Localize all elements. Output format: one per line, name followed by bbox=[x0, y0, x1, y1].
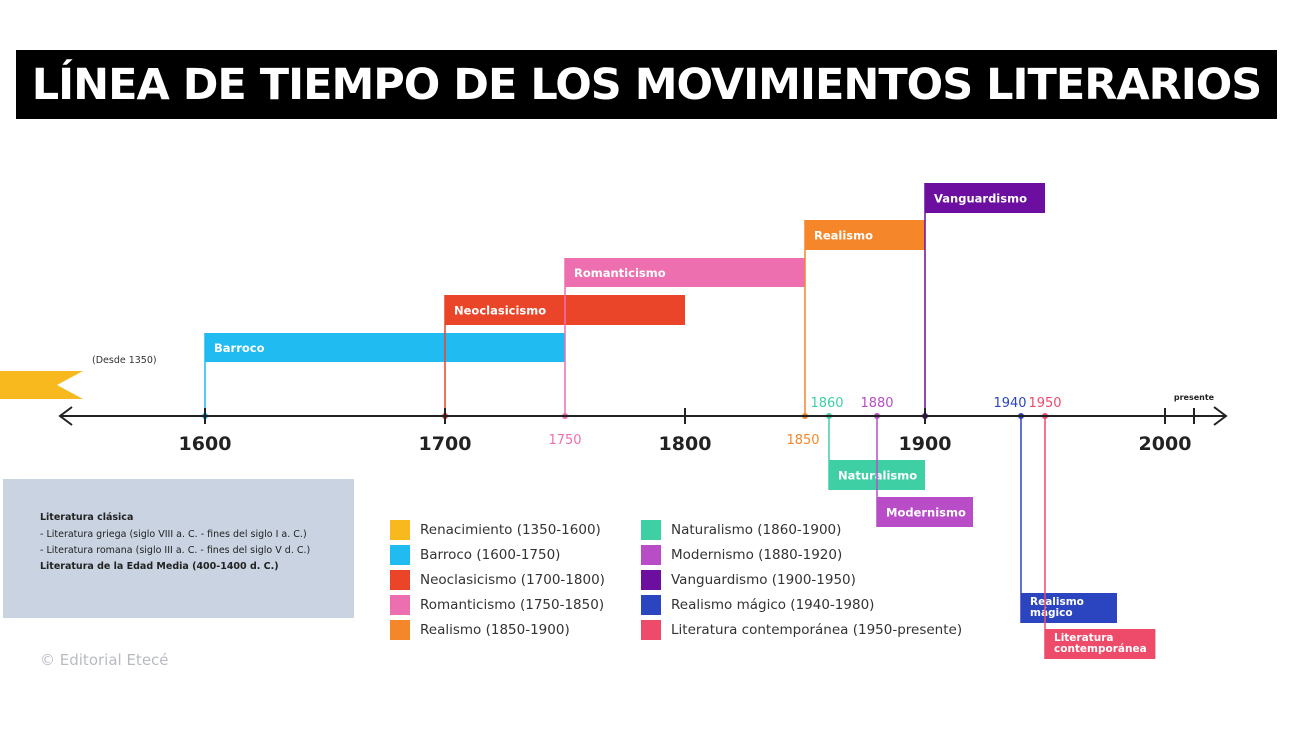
tick-label-1880: 1880 bbox=[860, 396, 893, 411]
bar-label-modernismo: Modernismo bbox=[886, 506, 966, 520]
bar-label-literatura-contemporanea: Literatura bbox=[1054, 632, 1113, 644]
bar-label-barroco: Barroco bbox=[214, 341, 265, 355]
legend-item: Renacimiento (1350-1600) bbox=[390, 520, 601, 540]
legend-swatch bbox=[641, 595, 661, 615]
legend-swatch bbox=[390, 620, 410, 640]
legend-swatch bbox=[390, 520, 410, 540]
bar-label-vanguardismo: Vanguardismo bbox=[934, 192, 1027, 206]
axis-right-arrow bbox=[1213, 406, 1228, 426]
bar-label-literatura-contemporanea: contemporánea bbox=[1054, 643, 1147, 655]
page-title: LÍNEA DE TIEMPO DE LOS MOVIMIENTOS LITER… bbox=[31, 59, 1263, 110]
legend-swatch bbox=[641, 570, 661, 590]
legend-item: Modernismo (1880-1920) bbox=[641, 545, 842, 565]
bar-modernismo bbox=[877, 497, 973, 527]
legend-label: Modernismo (1880-1920) bbox=[671, 547, 843, 563]
legend-swatch bbox=[390, 545, 410, 565]
tick-label-1850: 1850 bbox=[786, 433, 819, 448]
bar-realismo bbox=[805, 220, 925, 250]
credit-text: © Editorial Etecé bbox=[40, 651, 169, 669]
legend-label: Romanticismo (1750-1850) bbox=[420, 597, 605, 613]
legend-swatch bbox=[390, 595, 410, 615]
note-line-greek: - Literatura griega (siglo VIII a. C. - … bbox=[40, 529, 307, 540]
axis-label-1800: 1800 bbox=[659, 433, 712, 455]
note-line-medieval: Literatura de la Edad Media (400-1400 d.… bbox=[40, 561, 279, 572]
legend-item: Neoclasicismo (1700-1800) bbox=[390, 570, 605, 590]
axis-label-2000: 2000 bbox=[1139, 433, 1192, 455]
axis-label-1900: 1900 bbox=[899, 433, 952, 455]
title-banner: LÍNEA DE TIEMPO DE LOS MOVIMIENTOS LITER… bbox=[16, 50, 1277, 119]
axis-label-present: presente bbox=[1174, 393, 1215, 402]
bar-realismo-magico bbox=[1021, 593, 1117, 623]
legend-item: Romanticismo (1750-1850) bbox=[390, 595, 604, 615]
legend-label: Renacimiento (1350-1600) bbox=[420, 522, 601, 538]
legend-label: Realismo (1850-1900) bbox=[420, 622, 570, 638]
bar-label-realismo-magico: mágico bbox=[1030, 607, 1073, 619]
classical-literature-note: Literatura clásica - Literatura griega (… bbox=[3, 479, 354, 618]
legend-label: Vanguardismo (1900-1950) bbox=[671, 572, 856, 588]
bar-barroco bbox=[205, 333, 565, 362]
bar-label-renacimiento: Renacimiento bbox=[90, 379, 179, 393]
bar-renacimiento bbox=[0, 371, 83, 399]
bar-label-realismo-magico: Realismo bbox=[1030, 596, 1084, 608]
bar-romanticismo bbox=[565, 258, 805, 287]
legend-label: Realismo mágico (1940-1980) bbox=[671, 597, 875, 613]
bar-label-neoclasicismo: Neoclasicismo bbox=[454, 304, 546, 318]
note-line-roman: - Literatura romana (siglo III a. C. - f… bbox=[40, 545, 311, 556]
legend-swatch bbox=[641, 620, 661, 640]
legend-label: Naturalismo (1860-1900) bbox=[671, 522, 842, 538]
renacimiento-start-note: (Desde 1350) bbox=[92, 355, 157, 366]
axis-label-1700: 1700 bbox=[419, 433, 472, 455]
legend-swatch bbox=[641, 520, 661, 540]
bar-literatura-contemporanea bbox=[1045, 629, 1156, 659]
legend-item: Realismo (1850-1900) bbox=[390, 620, 570, 640]
bar-label-romanticismo: Romanticismo bbox=[574, 266, 666, 280]
axis-left-arrow bbox=[58, 406, 73, 426]
note-heading: Literatura clásica bbox=[40, 512, 134, 523]
legend-swatch bbox=[390, 570, 410, 590]
tick-label-1940: 1940 bbox=[993, 396, 1026, 411]
tick-label-1750: 1750 bbox=[548, 433, 581, 448]
tick-label-1860: 1860 bbox=[810, 396, 843, 411]
legend-label: Neoclasicismo (1700-1800) bbox=[420, 572, 605, 588]
legend-label: Barroco (1600-1750) bbox=[420, 547, 561, 563]
legend-item: Literatura contemporánea (1950-presente) bbox=[641, 620, 962, 640]
legend-swatch bbox=[641, 545, 661, 565]
legend-item: Barroco (1600-1750) bbox=[390, 545, 560, 565]
tick-label-1950: 1950 bbox=[1028, 396, 1061, 411]
legend-label: Literatura contemporánea (1950-presente) bbox=[671, 622, 963, 638]
legend-item: Vanguardismo (1900-1950) bbox=[641, 570, 856, 590]
axis-label-1600: 1600 bbox=[179, 433, 232, 455]
legend-item: Realismo mágico (1940-1980) bbox=[641, 595, 874, 615]
bar-vanguardismo bbox=[925, 183, 1045, 213]
bar-label-realismo: Realismo bbox=[814, 229, 873, 243]
legend-item: Naturalismo (1860-1900) bbox=[641, 520, 841, 540]
